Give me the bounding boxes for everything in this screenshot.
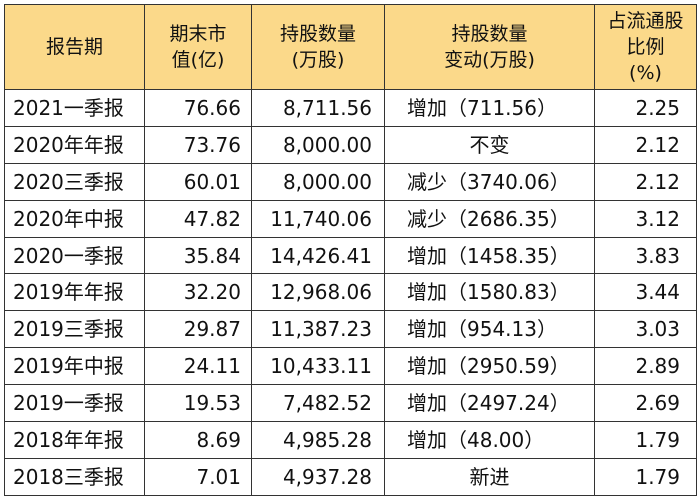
cell-shares-change: 增加（954.13） — [384, 310, 595, 349]
header-market-value: 期末市值(亿) — [144, 4, 252, 90]
table-row: 2019年年报 32.20 12,968.06 增加（1580.83） 3.44 — [4, 273, 697, 312]
table-row: 2020一季报 35.84 14,426.41 增加（1458.35） 3.83 — [4, 236, 697, 275]
cell-float-ratio: 2.12 — [594, 125, 697, 164]
table-row: 2018三季报 7.01 4,937.28 新进 1.79 — [4, 457, 697, 496]
cell-period: 2020三季报 — [4, 162, 145, 201]
cell-shares-change: 减少（3740.06） — [384, 162, 595, 201]
table-row: 2021一季报 76.66 8,711.56 增加（711.56） 2.25 — [4, 89, 697, 127]
header-text: 值(亿) — [171, 49, 225, 71]
shareholding-table: 报告期 期末市值(亿) 持股数量 (万股) 持股数量变动(万股) 占流通股比例 (%) 20… — [4, 4, 697, 496]
cell-market-value: 19.53 — [144, 384, 252, 423]
cell-shares: 14,426.41 — [251, 236, 385, 275]
table-row: 2020年中报 47.82 11,740.06 减少（2686.35） 3.12 — [4, 199, 697, 238]
cell-shares: 8,000.00 — [251, 125, 385, 164]
header-shares: 持股数量 (万股) — [251, 4, 385, 90]
cell-period: 2019年中报 — [4, 347, 145, 386]
cell-shares: 7,482.52 — [251, 384, 385, 423]
cell-period: 2020一季报 — [4, 236, 145, 275]
table-row: 2018年年报 8.69 4,985.28 增加（48.00） 1.79 — [4, 421, 697, 459]
header-text: 变动(万股) — [444, 49, 535, 71]
cell-period: 2018年年报 — [4, 421, 145, 459]
cell-shares: 12,968.06 — [251, 273, 385, 312]
cell-market-value: 24.11 — [144, 347, 252, 386]
table-row: 2019一季报 19.53 7,482.52 增加（2497.24） 2.69 — [4, 384, 697, 423]
cell-shares: 4,937.28 — [251, 457, 385, 496]
cell-period: 2019一季报 — [4, 384, 145, 423]
cell-market-value: 73.76 — [144, 125, 252, 164]
table-row: 2019年中报 24.11 10,433.11 增加（2950.59） 2.89 — [4, 347, 697, 386]
header-text: 期末市 — [169, 23, 227, 45]
cell-shares-change: 减少（2686.35） — [384, 199, 595, 238]
cell-period: 2021一季报 — [4, 89, 145, 127]
header-float-ratio: 占流通股比例 (%) — [594, 4, 697, 90]
cell-shares: 11,740.06 — [251, 199, 385, 238]
cell-float-ratio: 2.89 — [594, 347, 697, 386]
header-shares-change: 持股数量变动(万股) — [384, 4, 595, 90]
cell-float-ratio: 2.25 — [594, 89, 697, 127]
cell-period: 2019年年报 — [4, 273, 145, 312]
cell-shares: 8,000.00 — [251, 162, 385, 201]
cell-period: 2018三季报 — [4, 457, 145, 496]
cell-float-ratio: 2.69 — [594, 384, 697, 423]
cell-float-ratio: 3.03 — [594, 310, 697, 349]
header-period: 报告期 — [4, 4, 145, 90]
cell-float-ratio: 3.44 — [594, 273, 697, 312]
cell-shares-change: 增加（48.00） — [384, 421, 595, 459]
table-body: 2021一季报 76.66 8,711.56 增加（711.56） 2.25 2020年年… — [4, 89, 697, 496]
header-text: 持股数量 — [279, 23, 356, 45]
cell-shares-change: 增加（711.56） — [384, 89, 595, 127]
cell-shares-change: 增加（1580.83） — [384, 273, 595, 312]
cell-shares: 8,711.56 — [251, 89, 385, 127]
cell-float-ratio: 1.79 — [594, 457, 697, 496]
cell-period: 2020年年报 — [4, 125, 145, 164]
header-text: 比例 — [626, 36, 665, 58]
header-text: 占流通股 — [607, 10, 684, 32]
cell-market-value: 32.20 — [144, 273, 252, 312]
cell-float-ratio: 2.12 — [594, 162, 697, 201]
cell-market-value: 35.84 — [144, 236, 252, 275]
table-row: 2020年年报 73.76 8,000.00 不变 2.12 — [4, 125, 697, 164]
table-row: 2019三季报 29.87 11,387.23 增加（954.13） 3.03 — [4, 310, 697, 349]
cell-shares-change: 增加（2950.59） — [384, 347, 595, 386]
header-row: 报告期 期末市值(亿) 持股数量 (万股) 持股数量变动(万股) 占流通股比例 (%) — [4, 4, 697, 90]
cell-float-ratio: 1.79 — [594, 421, 697, 459]
cell-shares-change: 增加（1458.35） — [384, 236, 595, 275]
cell-period: 2020年中报 — [4, 199, 145, 238]
cell-shares: 4,985.28 — [251, 421, 385, 459]
cell-shares-change: 增加（2497.24） — [384, 384, 595, 423]
header-text: (%) — [629, 62, 662, 84]
cell-market-value: 29.87 — [144, 310, 252, 349]
cell-market-value: 7.01 — [144, 457, 252, 496]
header-text: 报告期 — [45, 36, 103, 58]
cell-market-value: 76.66 — [144, 89, 252, 127]
cell-period: 2019三季报 — [4, 310, 145, 349]
header-text: (万股) — [291, 49, 345, 71]
cell-shares: 10,433.11 — [251, 347, 385, 386]
cell-float-ratio: 3.83 — [594, 236, 697, 275]
cell-market-value: 8.69 — [144, 421, 252, 459]
cell-float-ratio: 3.12 — [594, 199, 697, 238]
table-header: 报告期 期末市值(亿) 持股数量 (万股) 持股数量变动(万股) 占流通股比例 (%) — [4, 4, 697, 90]
cell-shares-change: 新进 — [384, 457, 595, 496]
header-text: 持股数量 — [451, 23, 528, 45]
cell-shares-change: 不变 — [384, 125, 595, 164]
cell-market-value: 60.01 — [144, 162, 252, 201]
table-row: 2020三季报 60.01 8,000.00 减少（3740.06） 2.12 — [4, 162, 697, 201]
cell-market-value: 47.82 — [144, 199, 252, 238]
cell-shares: 11,387.23 — [251, 310, 385, 349]
